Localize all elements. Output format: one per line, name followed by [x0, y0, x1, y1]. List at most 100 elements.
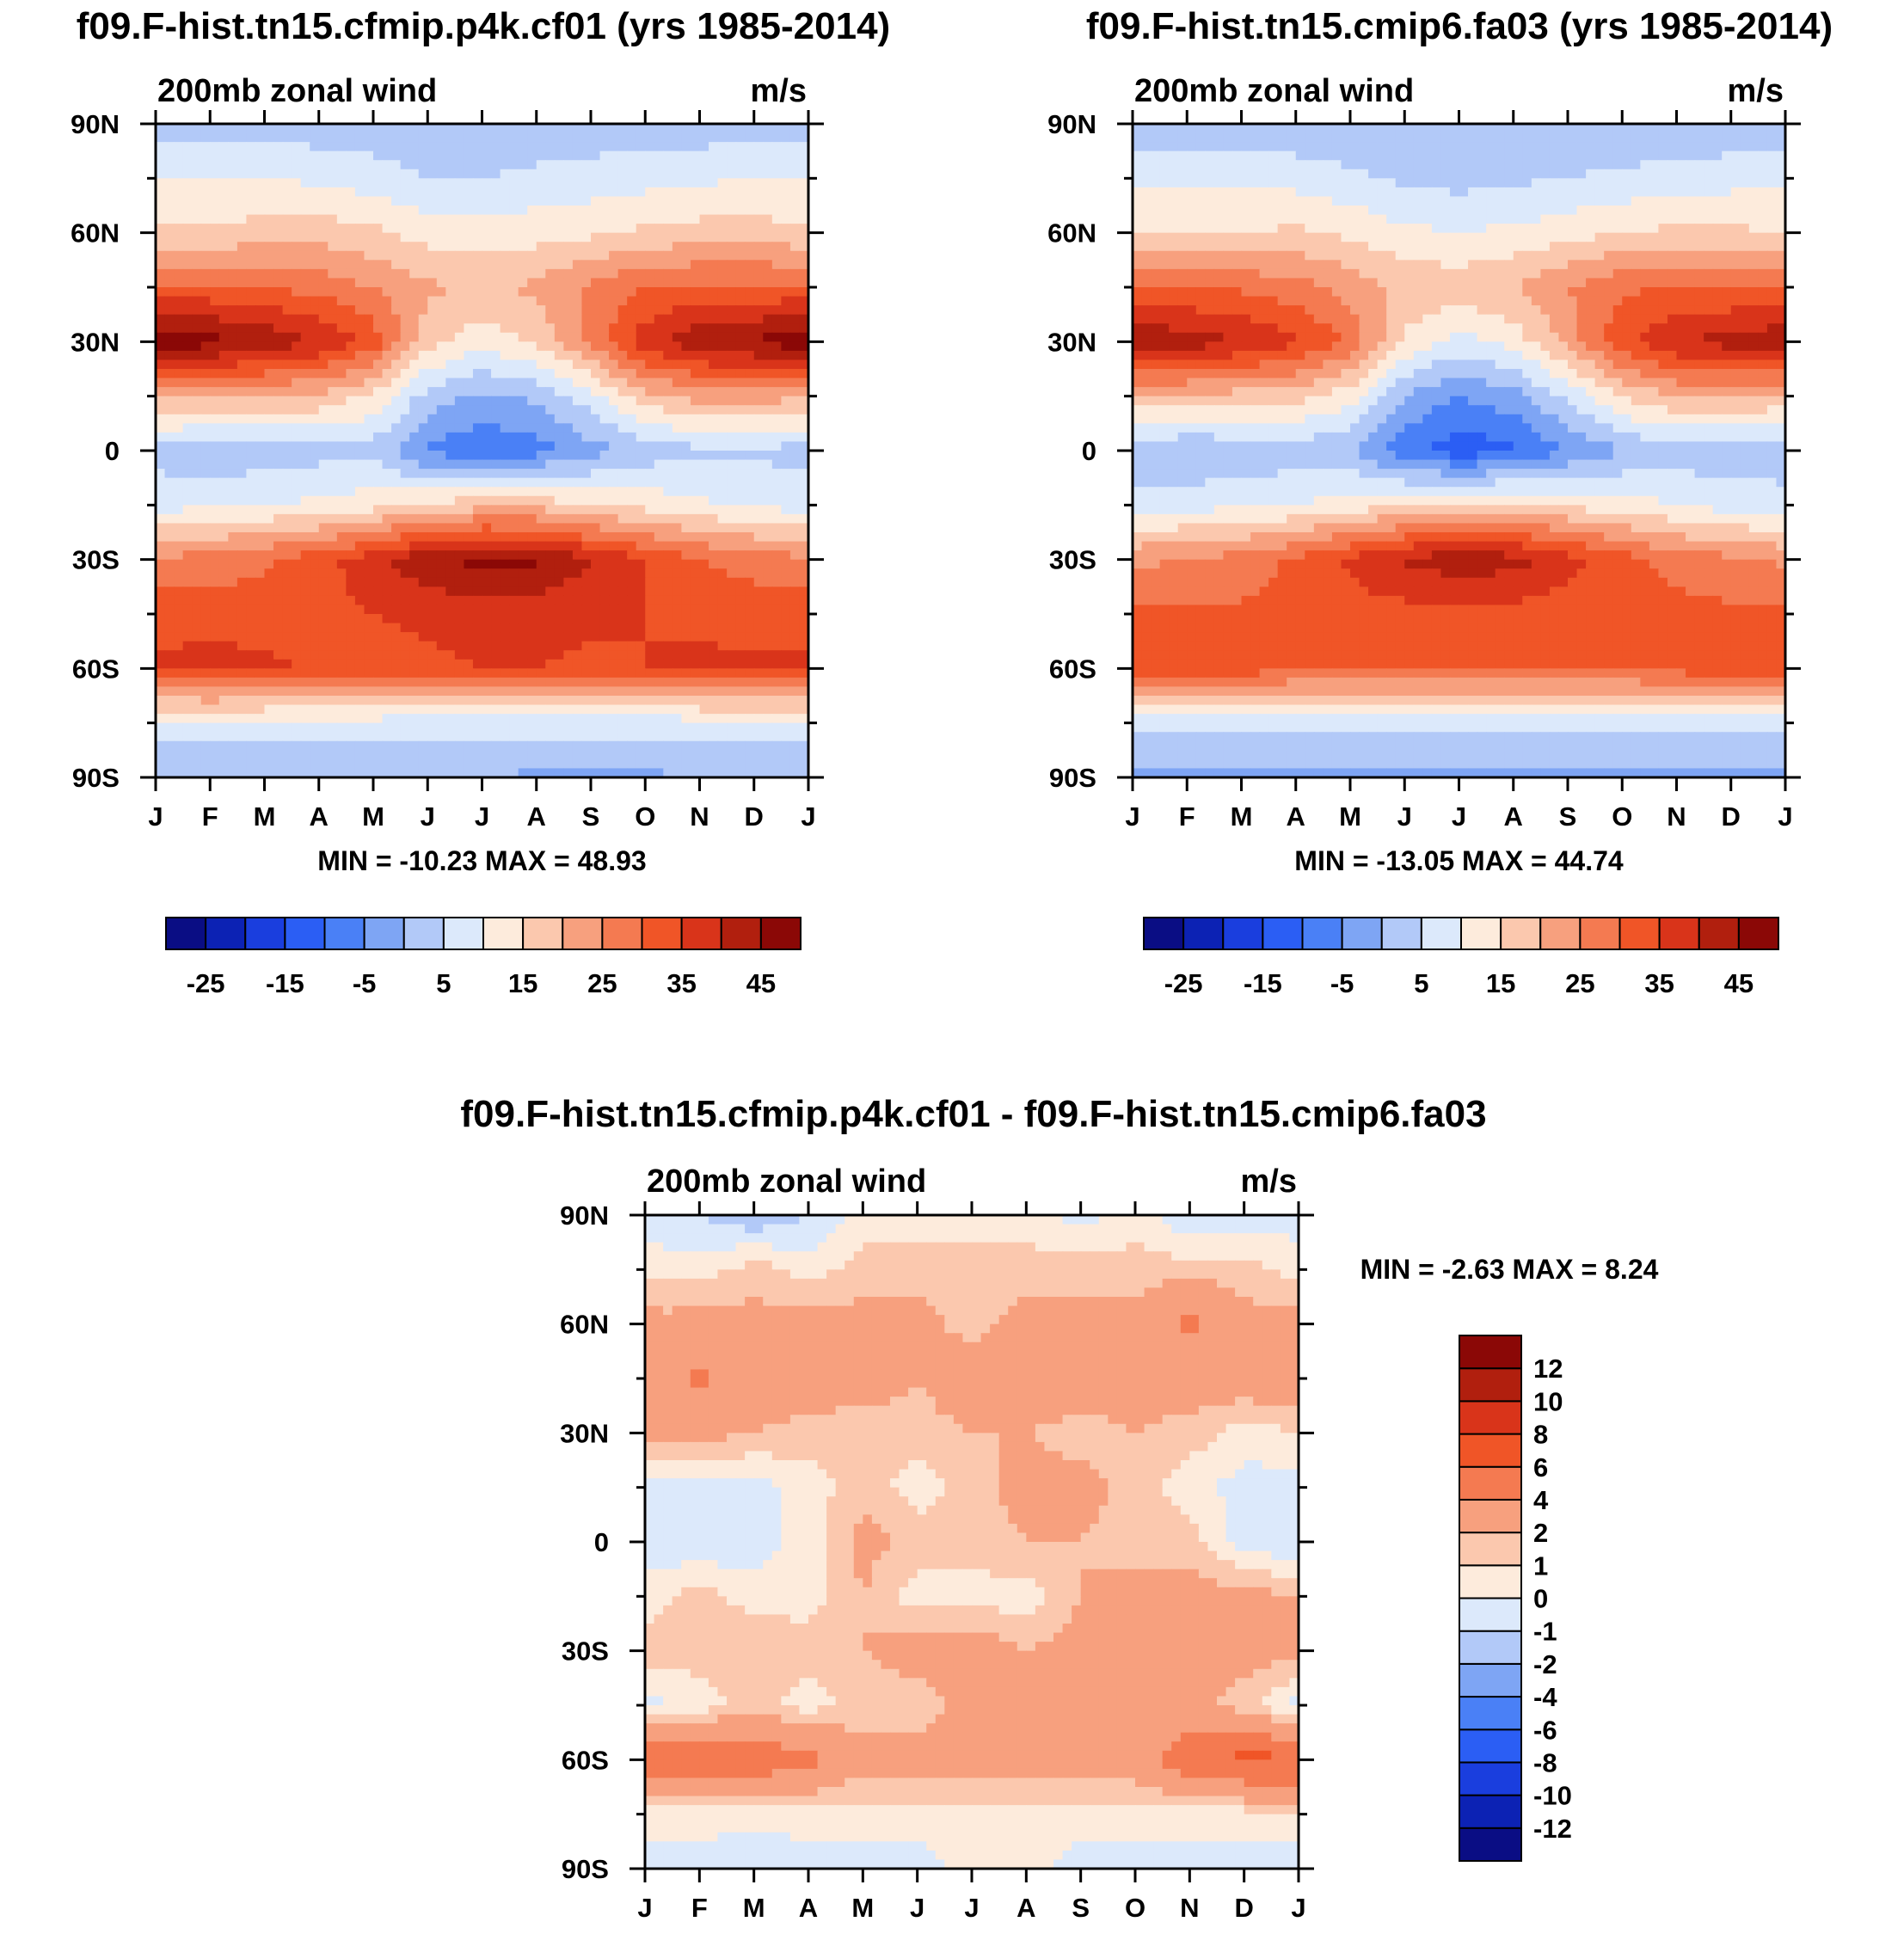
heatmap-cell — [156, 632, 166, 642]
heatmap-cell — [709, 668, 719, 678]
heatmap-cell — [164, 250, 175, 261]
heatmap-cell — [527, 586, 537, 597]
heatmap-cell — [400, 614, 410, 624]
heatmap-cell — [364, 477, 374, 488]
heatmap-cell — [218, 214, 229, 224]
heatmap-cell — [282, 722, 292, 733]
heatmap-cell — [663, 132, 673, 143]
heatmap-cell — [500, 668, 510, 678]
heatmap-cell — [645, 250, 655, 261]
heatmap-cell — [789, 160, 801, 170]
heatmap-cell — [563, 541, 574, 551]
heatmap-cell — [436, 287, 446, 298]
heatmap-cell — [409, 459, 420, 470]
heatmap-cell — [771, 359, 782, 370]
heatmap-cell — [536, 740, 546, 751]
heatmap-cell — [699, 378, 709, 388]
heatmap-cell — [572, 224, 583, 234]
heatmap-cell — [200, 378, 211, 388]
heatmap-cell — [735, 659, 746, 669]
heatmap-cell — [554, 323, 564, 334]
heatmap-cell — [636, 314, 646, 324]
heatmap-cell — [436, 722, 446, 733]
heatmap-cell — [300, 686, 310, 697]
heatmap-cell — [282, 469, 292, 479]
heatmap-cell — [717, 568, 728, 579]
heatmap-cell — [218, 350, 229, 361]
heatmap-cell — [328, 142, 338, 152]
heatmap-cell — [373, 169, 384, 179]
heatmap-cell — [182, 278, 193, 288]
heatmap-cell — [491, 432, 501, 443]
heatmap-cell — [264, 586, 274, 597]
heatmap-cell — [745, 586, 755, 597]
heatmap-cell — [382, 523, 392, 533]
heatmap-cell — [236, 232, 248, 243]
heatmap-cell — [745, 305, 755, 316]
heatmap-cell — [200, 332, 211, 342]
heatmap-cell — [228, 359, 238, 370]
heatmap-cell — [799, 714, 809, 724]
heatmap-cell — [545, 296, 556, 306]
heatmap-cell — [409, 541, 420, 551]
heatmap-cell — [418, 550, 428, 561]
heatmap-cell — [228, 677, 238, 688]
heatmap-cell — [500, 305, 510, 316]
heatmap-cell — [681, 541, 691, 551]
heatmap-cell — [645, 605, 655, 615]
heatmap-cell — [472, 523, 483, 533]
heatmap-cell — [527, 423, 537, 433]
heatmap-cell — [364, 341, 374, 352]
heatmap-cell — [464, 341, 474, 352]
heatmap-cell — [445, 487, 456, 497]
heatmap-cell — [192, 605, 202, 615]
heatmap-cell — [482, 150, 492, 161]
heatmap-cell — [192, 586, 202, 597]
heatmap-cell — [672, 614, 683, 624]
heatmap-cell — [156, 577, 166, 587]
heatmap-cell — [500, 132, 510, 143]
heatmap-cell — [273, 487, 284, 497]
heatmap-cell — [182, 505, 193, 515]
heatmap-cell — [636, 378, 646, 388]
heatmap-cell — [491, 350, 501, 361]
heatmap-cell — [409, 332, 420, 342]
heatmap-cell — [627, 387, 637, 397]
heatmap-cell — [418, 287, 428, 298]
heatmap-cell — [536, 323, 546, 334]
heatmap-cell — [554, 559, 564, 569]
heatmap-cell — [427, 124, 438, 134]
heatmap-cell — [763, 414, 773, 424]
heatmap-cell — [310, 714, 320, 724]
heatmap-cell — [789, 423, 801, 433]
heatmap-cell — [617, 142, 628, 152]
heatmap-cell — [654, 260, 664, 270]
heatmap-cell — [609, 206, 619, 216]
heatmap-cell — [717, 178, 728, 188]
heatmap-cell — [500, 160, 510, 170]
heatmap-cell — [735, 686, 746, 697]
heatmap-cell — [228, 696, 238, 706]
heatmap-cell — [735, 577, 746, 587]
heatmap-cell — [174, 623, 184, 633]
heatmap-cell — [717, 224, 728, 234]
heatmap-cell — [156, 650, 166, 660]
heatmap-cell — [391, 187, 402, 198]
heatmap-cell — [382, 296, 392, 306]
heatmap-cell — [364, 359, 374, 370]
heatmap-cell — [282, 432, 292, 443]
heatmap-cell — [509, 396, 519, 406]
heatmap-cell — [409, 696, 420, 706]
heatmap-cell — [318, 268, 329, 279]
heatmap-cell — [346, 505, 356, 515]
heatmap-cell — [373, 704, 384, 715]
heatmap-cell — [617, 396, 628, 406]
heatmap-cell — [491, 250, 501, 261]
heatmap-cell — [382, 242, 392, 252]
heatmap-cell — [273, 722, 284, 733]
heatmap-cell — [663, 614, 673, 624]
heatmap-cell — [418, 541, 428, 551]
heatmap-cell — [210, 160, 220, 170]
heatmap-cell — [572, 541, 583, 551]
heatmap-cell — [545, 605, 556, 615]
